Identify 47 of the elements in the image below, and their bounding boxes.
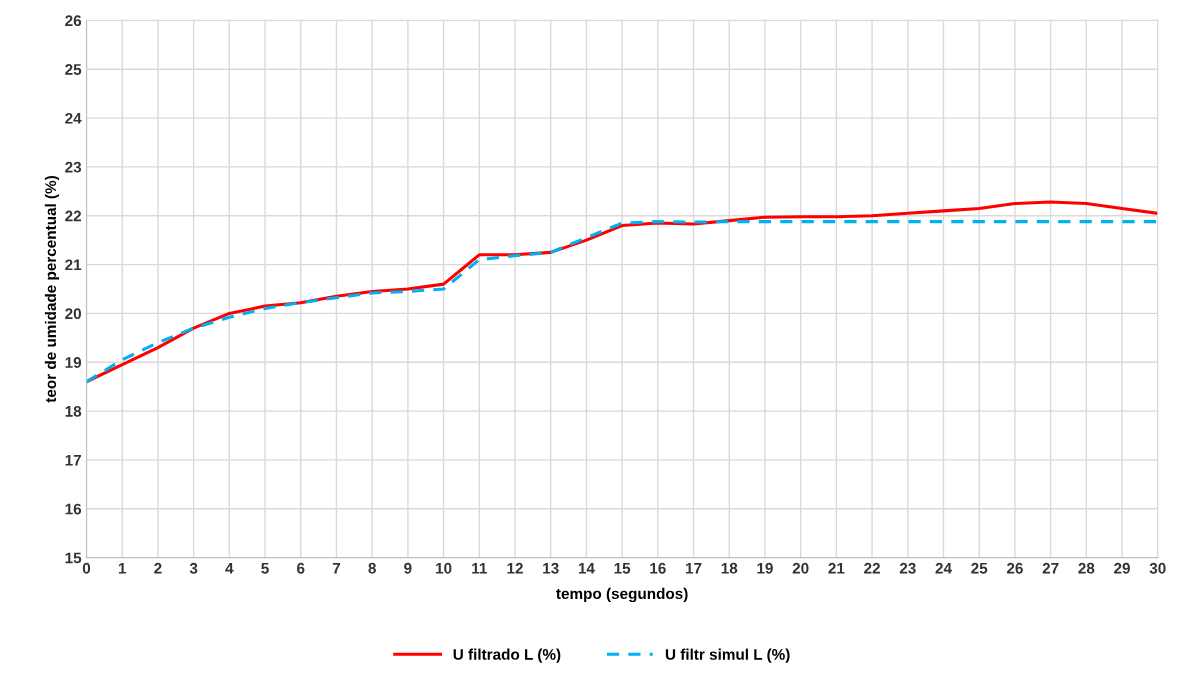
x-tick-label: 12 xyxy=(507,562,523,574)
x-axis-title: tempo (segundos) xyxy=(556,587,688,603)
x-tick-label: 8 xyxy=(368,562,376,574)
x-tick-label: 2 xyxy=(154,562,162,574)
x-tick-label: 23 xyxy=(899,562,916,574)
x-tick-label: 24 xyxy=(935,562,952,574)
x-tick-label: 5 xyxy=(261,563,269,574)
x-tick-label: 30 xyxy=(1149,562,1166,574)
y-tick-label: 23 xyxy=(65,161,82,173)
y-tick-label: 24 xyxy=(65,112,82,124)
x-tick-label: 0 xyxy=(82,562,91,574)
x-tick-label: 10 xyxy=(436,562,452,574)
x-tick-label: 14 xyxy=(578,563,595,574)
y-tick-label: 16 xyxy=(65,503,82,515)
y-tick-label: 20 xyxy=(65,308,82,320)
x-tick-label: 9 xyxy=(404,562,412,574)
x-tick-label: 11 xyxy=(472,563,487,574)
y-axis-title: teor de umidade percentual (%) xyxy=(44,176,60,403)
y-tick-label: 18 xyxy=(65,405,82,417)
x-tick-label: 22 xyxy=(864,562,880,574)
x-tick-label: 4 xyxy=(225,563,234,574)
y-tick-label: 22 xyxy=(65,210,82,222)
y-tick-label: 21 xyxy=(65,259,82,271)
x-tick-label: 1 xyxy=(118,563,127,574)
legend-label: U filtrado L (%) xyxy=(453,648,561,663)
x-tick-label: 26 xyxy=(1006,562,1023,574)
legend-label: U filtr simul L (%) xyxy=(665,648,790,663)
x-tick-label: 21 xyxy=(828,562,845,574)
y-tick-label: 15 xyxy=(65,552,82,564)
x-tick-label: 3 xyxy=(189,562,198,574)
y-tick-label: 25 xyxy=(65,64,82,75)
x-tick-label: 25 xyxy=(971,562,988,574)
y-tick-label: 26 xyxy=(65,15,82,27)
x-tick-label: 17 xyxy=(686,563,702,574)
x-tick-label: 7 xyxy=(332,563,341,574)
x-tick-label: 27 xyxy=(1042,562,1059,574)
x-tick-label: 13 xyxy=(543,562,559,574)
x-tick-label: 20 xyxy=(792,562,809,574)
x-tick-label: 18 xyxy=(721,562,738,574)
x-tick-label: 19 xyxy=(757,562,773,574)
x-tick-label: 29 xyxy=(1114,562,1130,574)
x-tick-label: 28 xyxy=(1078,562,1095,574)
x-tick-label: 6 xyxy=(297,562,305,574)
x-tick-label: 15 xyxy=(614,563,631,574)
y-tick-label: 17 xyxy=(65,454,81,466)
x-tick-label: 16 xyxy=(650,562,666,574)
y-tick-label: 19 xyxy=(65,357,82,368)
